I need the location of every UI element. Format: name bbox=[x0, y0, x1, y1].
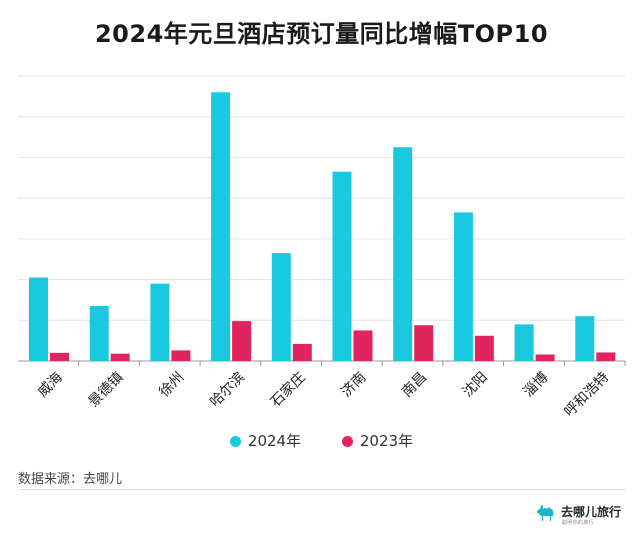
x-tick-label: 济南 bbox=[338, 369, 369, 400]
brand-tagline: 聪明你的旅行 bbox=[562, 520, 594, 526]
bar-2023 bbox=[232, 321, 252, 361]
bars bbox=[29, 92, 616, 362]
bar-2024 bbox=[150, 283, 170, 361]
legend: 2024年 2023年 bbox=[0, 430, 643, 451]
bar-2024 bbox=[89, 306, 109, 361]
brand-logo: 去哪儿旅行 聪明你的旅行 bbox=[535, 501, 625, 529]
bar-2023 bbox=[110, 353, 130, 361]
bar-2023 bbox=[353, 330, 373, 361]
chart-title: 2024年元旦酒店预订量同比增幅TOP10 bbox=[94, 20, 549, 48]
bar-2024 bbox=[393, 147, 413, 361]
bar-2023 bbox=[596, 352, 616, 361]
x-tick-label: 威海 bbox=[35, 369, 66, 400]
bar-2023 bbox=[474, 335, 494, 361]
legend-item-2024: 2024年 bbox=[229, 430, 302, 451]
legend-swatch-2024 bbox=[229, 436, 241, 447]
x-tick-label: 哈尔滨 bbox=[207, 369, 248, 410]
bar-2024 bbox=[332, 171, 352, 361]
bar-chart: 威海 景德镇 徐州 哈尔滨 石家庄 济南 南昌 沈阳 淄博 呼和浩特 bbox=[18, 75, 626, 420]
footer-divider bbox=[18, 489, 625, 490]
gridlines bbox=[18, 75, 625, 362]
x-tick-label: 景德镇 bbox=[86, 369, 127, 410]
legend-item-2023: 2023年 bbox=[341, 430, 414, 451]
legend-label-2023: 2023年 bbox=[359, 432, 414, 450]
bar-2024 bbox=[271, 253, 291, 361]
bar-2024 bbox=[453, 212, 473, 361]
x-tick-label: 南昌 bbox=[399, 369, 430, 400]
legend-swatch-2023 bbox=[341, 436, 353, 447]
x-tick-label: 呼和浩特 bbox=[561, 369, 612, 420]
bar-2024 bbox=[29, 277, 48, 361]
x-tick-label: 徐州 bbox=[156, 369, 187, 400]
x-tick-label: 淄博 bbox=[520, 369, 552, 401]
source-note: 数据来源：去哪儿 bbox=[18, 472, 123, 487]
bar-2023 bbox=[414, 325, 434, 361]
bar-2024 bbox=[514, 324, 534, 361]
bar-2023 bbox=[50, 352, 69, 361]
bar-2024 bbox=[575, 316, 595, 361]
x-axis-labels: 威海 景德镇 徐州 哈尔滨 石家庄 济南 南昌 沈阳 淄博 呼和浩特 bbox=[35, 361, 626, 420]
bar-2023 bbox=[171, 350, 191, 361]
bar-2023 bbox=[535, 354, 555, 361]
legend-label-2024: 2024年 bbox=[247, 432, 302, 450]
bar-2024 bbox=[211, 92, 231, 362]
brand-name: 去哪儿旅行 bbox=[561, 505, 622, 519]
camel-icon bbox=[537, 505, 553, 521]
x-tick-label: 石家庄 bbox=[267, 369, 309, 411]
x-tick-label: 沈阳 bbox=[460, 369, 491, 400]
bar-2023 bbox=[292, 343, 312, 361]
